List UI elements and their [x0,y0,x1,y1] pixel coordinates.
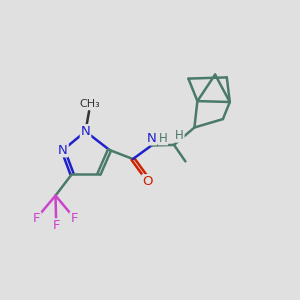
Text: N: N [147,131,156,145]
Text: N: N [81,125,90,138]
Text: F: F [52,219,60,232]
Text: O: O [142,175,153,188]
Text: N: N [58,143,68,157]
Text: F: F [33,212,40,226]
Text: F: F [70,212,78,226]
Text: CH₃: CH₃ [79,99,100,110]
Text: H: H [175,129,184,142]
Text: H: H [158,131,167,145]
